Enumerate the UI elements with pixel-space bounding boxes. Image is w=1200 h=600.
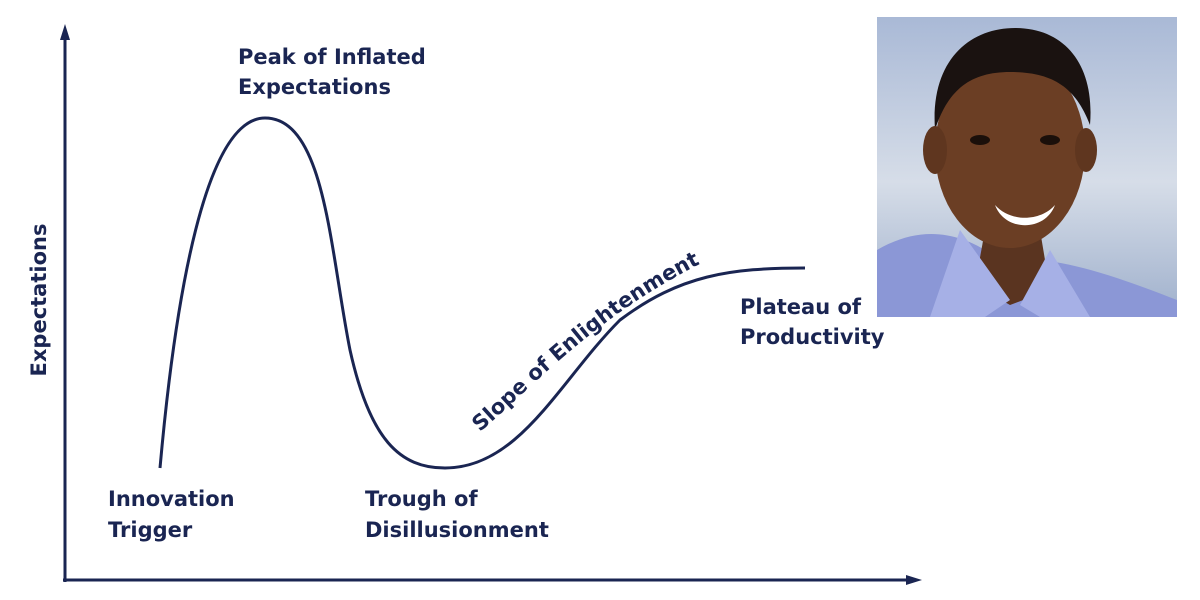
phase-label: Peak of Inflated (238, 45, 426, 69)
y-arrow (60, 24, 70, 40)
axes (63, 32, 915, 582)
hype-curve (158, 116, 806, 470)
phase-label: Disillusionment (365, 518, 549, 542)
phase-label: Innovation (108, 487, 235, 511)
slope-text: Slope of Enlightenment (467, 247, 702, 436)
phase-label: Expectations (238, 75, 391, 99)
axis-label: Expectations (27, 224, 51, 377)
phase-label: Slope of Enlightenment (467, 247, 702, 436)
phase-label: Trough of (365, 487, 478, 511)
phase-label: Productivity (740, 325, 885, 349)
phase-label: Trigger (108, 518, 193, 542)
x-arrow (906, 575, 922, 585)
portrait (877, 17, 1177, 317)
phase-label: Plateau of (740, 295, 862, 319)
